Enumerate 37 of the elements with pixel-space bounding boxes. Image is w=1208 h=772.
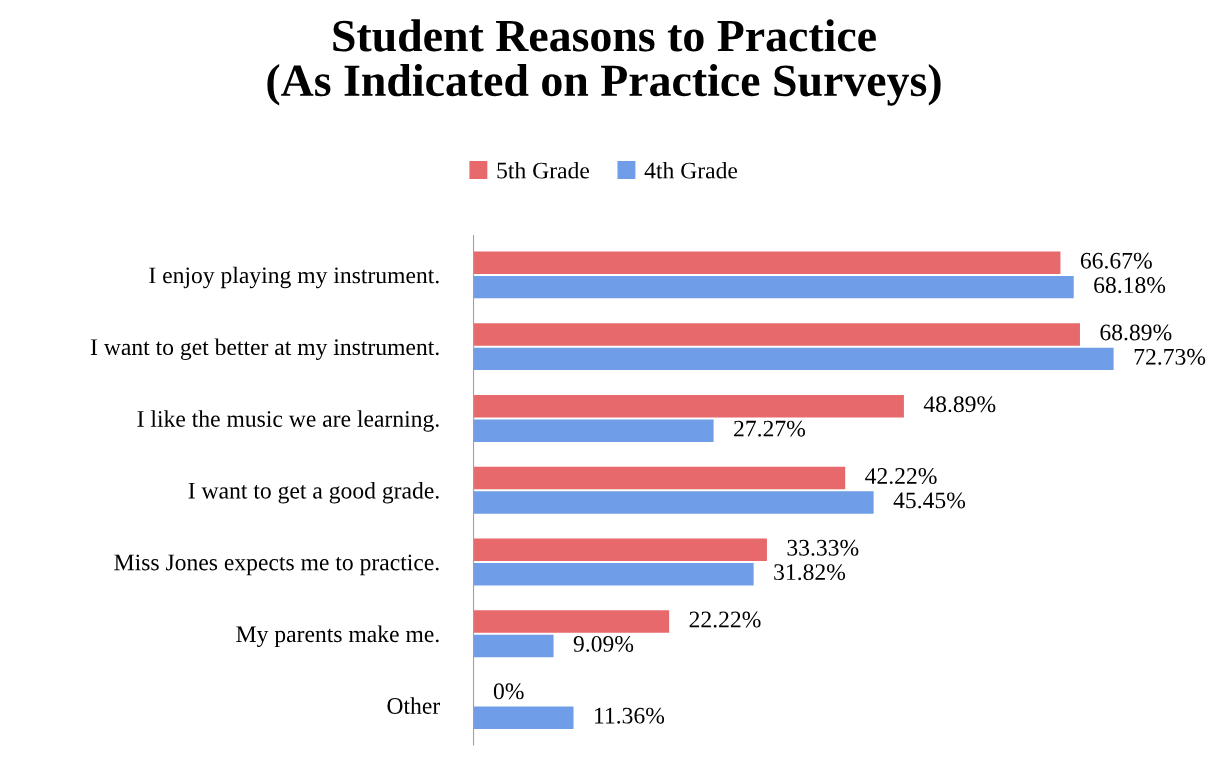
data-label: 9.09% xyxy=(573,635,634,652)
chart-title: Student Reasons to Practice (As Indicated on Practice Surveys) xyxy=(267,19,941,106)
bar xyxy=(473,491,874,514)
data-label: 68.18% xyxy=(1094,277,1166,294)
y-tick-label: I enjoy playing my instrument. xyxy=(149,266,439,289)
bar xyxy=(473,562,754,586)
y-tick-label: My parents make me. xyxy=(236,625,439,648)
y-tick-label: Other xyxy=(387,697,440,714)
legend-label: 4th Grade xyxy=(644,161,738,179)
y-tick-label: Miss Jones expects me to practice. xyxy=(114,554,439,576)
bar xyxy=(473,610,670,633)
bar xyxy=(473,395,904,418)
data-label: 45.45% xyxy=(893,492,966,509)
data-label: 68.89% xyxy=(1100,324,1172,341)
bar xyxy=(473,538,767,562)
data-label: 72.73% xyxy=(1134,348,1206,365)
data-label: 31.82% xyxy=(774,564,846,581)
bar xyxy=(473,323,1080,346)
y-tick-label: I want to get better at my instrument. xyxy=(90,338,439,360)
data-label: 27.27% xyxy=(734,420,806,437)
legend-label: 5th Grade xyxy=(497,161,590,179)
data-label: 11.36% xyxy=(595,707,665,724)
y-tick-label: I like the music we are learning. xyxy=(137,410,439,432)
bar xyxy=(473,466,846,490)
y-tick-label: I want to get a good grade. xyxy=(188,482,439,504)
bar xyxy=(473,419,714,442)
data-label: 66.67% xyxy=(1080,252,1152,269)
bar xyxy=(473,706,574,729)
data-label: 22.22% xyxy=(689,611,761,628)
data-label: 0% xyxy=(493,683,524,700)
bar xyxy=(473,347,1114,371)
data-label: 48.89% xyxy=(923,396,996,413)
bar xyxy=(473,275,1074,299)
bar xyxy=(473,251,1061,274)
data-label: 33.33% xyxy=(787,539,859,556)
bar xyxy=(473,634,554,658)
data-label: 42.22% xyxy=(865,468,937,485)
